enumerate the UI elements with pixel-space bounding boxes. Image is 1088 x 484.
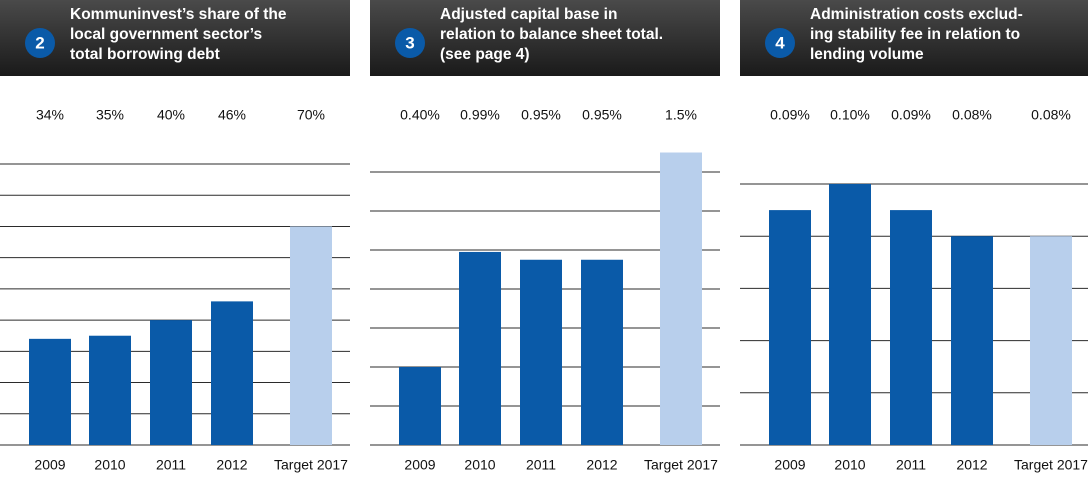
x-tick-label: 2011 (896, 457, 926, 473)
chart-number: 2 (35, 33, 44, 52)
x-tick-label: 2012 (586, 457, 617, 473)
chart-number: 4 (775, 33, 785, 52)
value-label: 1.5% (665, 107, 697, 123)
chart-number: 3 (405, 33, 414, 52)
value-label: 0.08% (1031, 107, 1071, 123)
value-label: 35% (96, 107, 124, 123)
x-tick-label: 2012 (216, 457, 247, 473)
chart-title: Administration costs exclud- (810, 6, 1023, 23)
x-tick-label: 2009 (34, 457, 65, 473)
chart-title: Kommuninvest’s share of the (70, 6, 287, 23)
number-badge (25, 28, 55, 58)
chart-title: ing stability fee in relation to (810, 26, 1020, 43)
x-tick-label: 2009 (774, 457, 805, 473)
value-label: 40% (157, 107, 185, 123)
value-label: 34% (36, 107, 64, 123)
x-tick-label: 2011 (526, 457, 556, 473)
bar (150, 320, 192, 445)
chart-title: relation to balance sheet total. (440, 26, 663, 43)
bar (829, 184, 871, 445)
value-label: 0.09% (891, 107, 931, 123)
bar (290, 226, 332, 445)
bar (399, 367, 441, 445)
x-tick-label: 2011 (156, 457, 186, 473)
bar (951, 236, 993, 445)
bar (890, 210, 932, 445)
value-label: 46% (218, 107, 246, 123)
bar (1030, 236, 1072, 445)
number-badge (765, 28, 795, 58)
bar (660, 152, 702, 445)
chart-title: local government sector’s (70, 26, 262, 43)
x-tick-label: 2009 (404, 457, 435, 473)
bar (29, 338, 71, 445)
bar (520, 259, 562, 445)
x-tick-label: Target 2017 (274, 457, 348, 473)
chart-title: (see page 4) (440, 46, 530, 63)
x-tick-label: 2010 (834, 457, 865, 473)
x-tick-label: 2012 (956, 457, 987, 473)
chart-title: lending volume (810, 46, 924, 63)
header-band (0, 0, 350, 76)
value-label: 0.99% (460, 107, 500, 123)
x-tick-label: Target 2017 (644, 457, 718, 473)
number-badge (395, 28, 425, 58)
bar (459, 251, 501, 445)
chart-title: total borrowing debt (70, 46, 220, 63)
chart-title: Adjusted capital base in (440, 6, 617, 23)
bar (89, 335, 131, 445)
x-tick-label: 2010 (464, 457, 495, 473)
header-band (370, 0, 720, 76)
value-label: 0.95% (521, 107, 561, 123)
header-band (740, 0, 1088, 76)
bar (211, 301, 253, 445)
value-label: 0.09% (770, 107, 810, 123)
value-label: 70% (297, 107, 325, 123)
x-tick-label: 2010 (94, 457, 125, 473)
value-label: 0.95% (582, 107, 622, 123)
bar (581, 259, 623, 445)
value-label: 0.08% (952, 107, 992, 123)
x-tick-label: Target 2017 (1014, 457, 1088, 473)
value-label: 0.10% (830, 107, 870, 123)
bar (769, 210, 811, 445)
value-label: 0.40% (400, 107, 440, 123)
